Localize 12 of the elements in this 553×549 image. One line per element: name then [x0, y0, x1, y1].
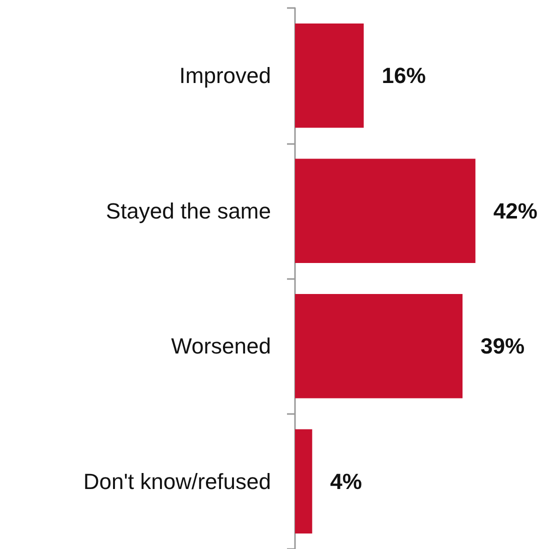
y-tick-label: Worsened	[171, 334, 271, 359]
bar	[295, 294, 463, 398]
data-label: 16%	[382, 63, 426, 88]
bar	[295, 24, 364, 128]
data-label: 42%	[493, 198, 538, 224]
data-label: 4%	[330, 468, 362, 494]
bar	[295, 429, 312, 534]
y-tick-label: Improved	[179, 63, 271, 88]
y-tick-label: Don't know/refused	[83, 468, 271, 494]
bar	[295, 158, 476, 263]
y-tick-label: Stayed the same	[106, 198, 271, 224]
data-label: 39%	[480, 334, 525, 359]
